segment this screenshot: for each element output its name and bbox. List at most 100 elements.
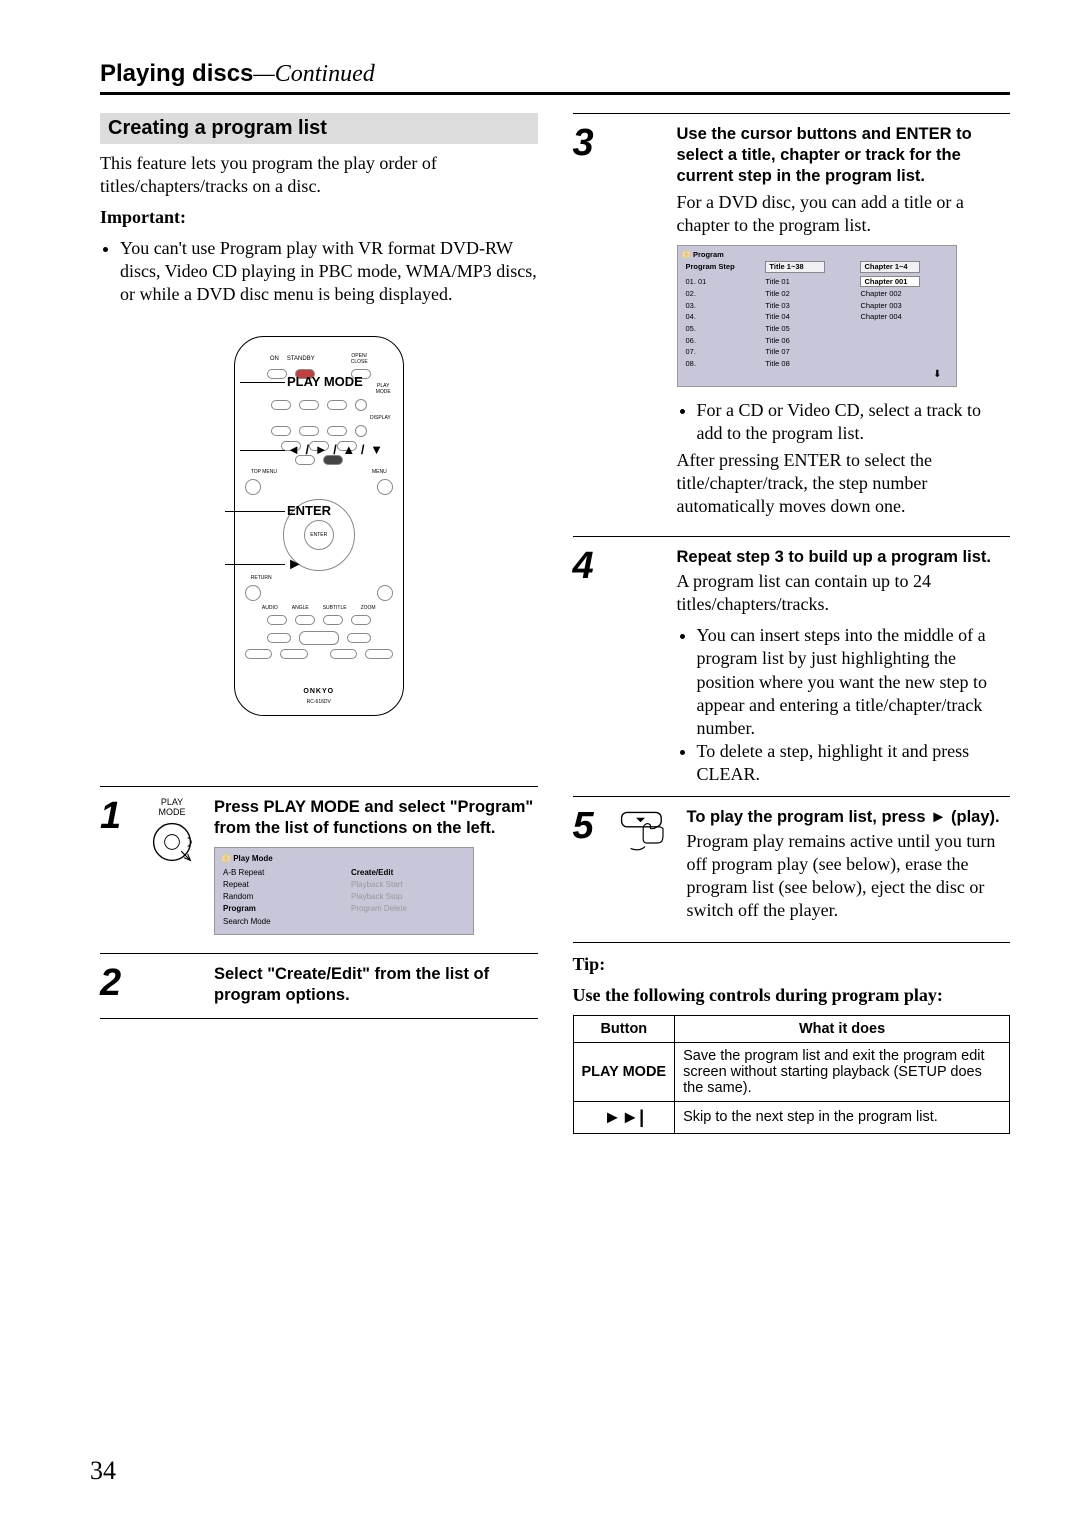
remote-audio-label: AUDIO xyxy=(262,605,278,611)
osd-cell: Title 06 xyxy=(761,335,856,347)
step-4: 4 Repeat step 3 to build up a program li… xyxy=(573,536,1011,785)
osd-cell: Title 01 xyxy=(761,275,856,289)
step-1-icon-label: PLAY MODE xyxy=(142,797,202,817)
step-3-bullets: For a CD or Video CD, select a track to … xyxy=(677,399,1011,445)
step-5-number: 5 xyxy=(573,807,603,930)
step-1: 1 PLAY MODE Press PLAY MODE and select "… xyxy=(100,786,538,943)
osd-cell: Chapter 004 xyxy=(856,311,951,323)
remote-callout-playmode: PLAY MODE xyxy=(287,374,363,389)
osd-right-col: Create/Edit Playback Start Playback Stop… xyxy=(349,867,467,928)
osd-item-selected: Program xyxy=(221,903,339,915)
important-label: Important: xyxy=(100,206,538,229)
step-4-bullets: You can insert steps into the middle of … xyxy=(677,624,1011,785)
remote-callout-cursor: ◄ / ► / ▲ / ▼ xyxy=(287,442,384,457)
osd-cell: Title 03 xyxy=(761,300,856,312)
step-4-text: A program list can contain up to 24 titl… xyxy=(677,570,1011,616)
controls-row2-button: ►►| xyxy=(573,1101,675,1133)
osd-item: A-B Repeat xyxy=(221,867,339,879)
remote-model: RC-616DV xyxy=(235,699,403,705)
controls-table: Button What it does PLAY MODE Save the p… xyxy=(573,1015,1011,1134)
osd-item: Playback Start xyxy=(349,879,467,891)
osd-cell: 08. xyxy=(682,358,762,370)
osd-cell: 04. xyxy=(682,311,762,323)
program-osd: 📀 Program Program Step Title 1~38 Chapte… xyxy=(677,245,957,387)
osd-col-head: Chapter 1~4 xyxy=(860,261,920,273)
remote-subtitle-label: SUBTITLE xyxy=(323,605,347,611)
step-4-bullet-2: To delete a step, highlight it and press… xyxy=(697,740,1011,786)
right-column: 3 Use the cursor buttons and ENTER to se… xyxy=(573,113,1011,1134)
step-3-number: 3 xyxy=(573,124,603,526)
remote-open-label: OPEN/ CLOSE xyxy=(351,353,368,365)
step-2-number: 2 xyxy=(100,964,130,1006)
page-header: Playing discs—Continued xyxy=(100,60,1010,95)
subheading-bar: Creating a program list xyxy=(100,113,538,144)
remote-topmenu-label: TOP MENU xyxy=(251,469,277,475)
step-5-text: Program play remains active until you tu… xyxy=(687,830,1011,922)
important-bullet: You can't use Program play with VR forma… xyxy=(120,237,538,306)
remote-menu-label: MENU xyxy=(372,469,387,475)
osd-cell: Chapter 002 xyxy=(856,288,951,300)
osd-col-head: Title 1~38 xyxy=(765,261,825,273)
osd-cell: 07. xyxy=(682,346,762,358)
step-1-instruction: Press PLAY MODE and select "Program" fro… xyxy=(214,797,538,839)
remote-angle-label: ANGLE xyxy=(292,605,309,611)
header-continued: —Continued xyxy=(253,61,374,87)
osd-item: Playback Stop xyxy=(349,891,467,903)
step-4-number: 4 xyxy=(573,547,603,785)
press-button-hand-icon xyxy=(615,807,675,930)
step-1-number: 1 xyxy=(100,797,130,943)
left-column: Creating a program list This feature let… xyxy=(100,113,538,1134)
tip-label: Tip: xyxy=(573,953,1011,976)
step-5: 5 To play the program list, press ► (pla… xyxy=(573,796,1011,943)
main-columns: Creating a program list This feature let… xyxy=(100,113,1010,1134)
controls-head-what: What it does xyxy=(675,1015,1010,1042)
step-3-bullet: For a CD or Video CD, select a track to … xyxy=(697,399,1011,445)
intro-text: This feature lets you program the play o… xyxy=(100,152,538,198)
osd-item: Create/Edit xyxy=(349,867,467,879)
page-number: 34 xyxy=(90,1456,116,1486)
playmode-osd: 📀 Play Mode A-B Repeat Repeat Random Pro… xyxy=(214,847,474,934)
osd-cell: 05. xyxy=(682,323,762,335)
step-3: 3 Use the cursor buttons and ENTER to se… xyxy=(573,113,1011,526)
step-5-instruction: To play the program list, press ► (play)… xyxy=(687,807,1011,828)
header-title: Playing discs xyxy=(100,60,253,87)
osd-scroll-down-icon: ⬇ xyxy=(682,369,952,382)
controls-row1-button: PLAY MODE xyxy=(573,1042,675,1101)
osd-cell: Chapter 003 xyxy=(856,300,951,312)
remote-display-small: DISPLAY xyxy=(245,415,393,421)
step-4-bullet-1: You can insert steps into the middle of … xyxy=(697,624,1011,739)
remote-brand: ONKYO xyxy=(235,688,403,695)
remote-return-label: RETURN xyxy=(251,575,272,581)
osd-item: Random xyxy=(221,891,339,903)
osd-col-head: Program Step xyxy=(682,260,762,275)
osd-cell-selected: Chapter 001 xyxy=(860,276,920,288)
controls-row2-what: Skip to the next step in the program lis… xyxy=(675,1101,1010,1133)
controls-row1-what: Save the program list and exit the progr… xyxy=(675,1042,1010,1101)
important-list: You can't use Program play with VR forma… xyxy=(100,237,538,306)
remote-callout-enter: ENTER xyxy=(287,503,331,518)
osd-cell: Title 07 xyxy=(761,346,856,358)
remote-on-label: ON xyxy=(270,356,279,362)
osd-cell: Title 05 xyxy=(761,323,856,335)
program-osd-title: Program xyxy=(693,250,724,259)
tip-text: Use the following controls during progra… xyxy=(573,984,1011,1007)
remote-standby-label: STANDBY xyxy=(287,356,315,362)
step-3-text: For a DVD disc, you can add a title or a… xyxy=(677,191,1011,237)
osd-cell: 01. 01 xyxy=(682,275,762,289)
remote-zoom-label: ZOOM xyxy=(361,605,376,611)
osd-cell: Title 08 xyxy=(761,358,856,370)
osd-left-col: A-B Repeat Repeat Random Program Search … xyxy=(221,867,339,928)
step-3-instruction: Use the cursor buttons and ENTER to sele… xyxy=(677,124,1011,187)
osd-cell: 06. xyxy=(682,335,762,347)
step-4-instruction: Repeat step 3 to build up a program list… xyxy=(677,547,1011,568)
step-3-after-text: After pressing ENTER to select the title… xyxy=(677,449,1011,518)
osd-item: Repeat xyxy=(221,879,339,891)
osd-cell: Title 04 xyxy=(761,311,856,323)
osd-item: Search Mode xyxy=(221,916,339,928)
controls-head-button: Button xyxy=(573,1015,675,1042)
osd-cell: 02. xyxy=(682,288,762,300)
osd-cell: Title 02 xyxy=(761,288,856,300)
osd-playmode-title: Play Mode xyxy=(233,854,273,863)
remote-diagram: ON STANDBY OPEN/ CLOSE PLAY MODE DISPLAY… xyxy=(234,336,404,716)
osd-item: Program Delete xyxy=(349,903,467,915)
